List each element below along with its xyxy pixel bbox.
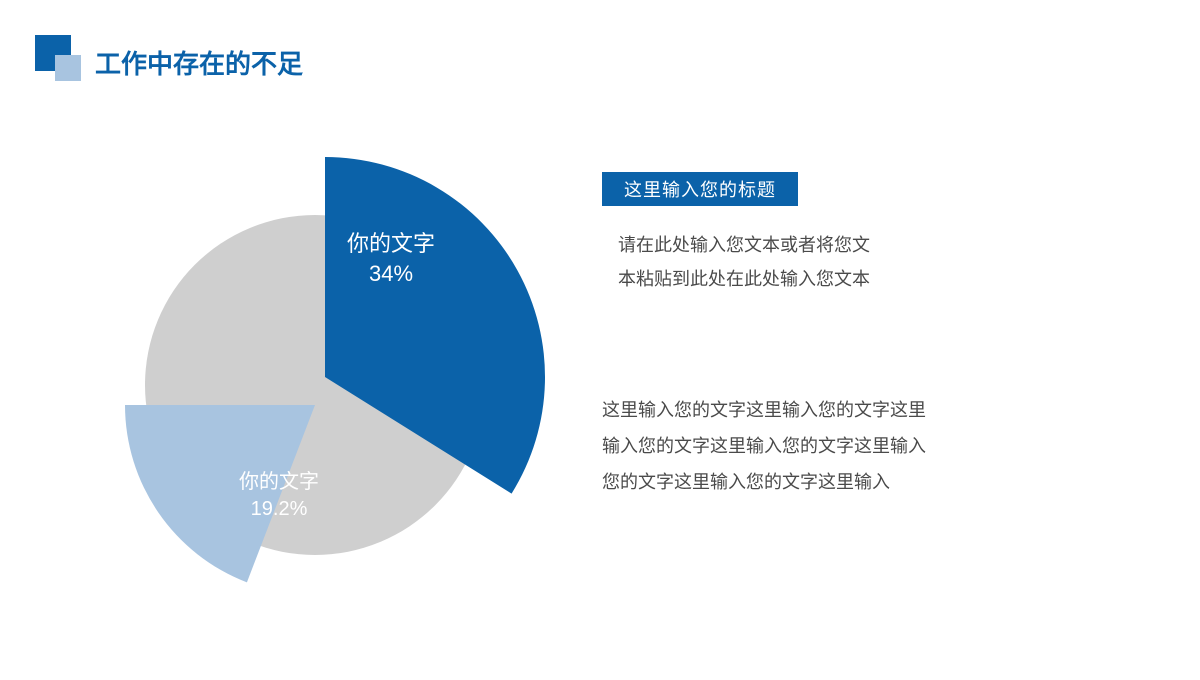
pie-slice-label-1: 你的文字19.2% — [239, 469, 319, 523]
page-title: 工作中存在的不足 — [95, 44, 303, 81]
pie-slice-label-0: 你的文字34% — [347, 229, 435, 288]
section-title: 这里输入您的标题 — [602, 172, 798, 206]
pie-slice-label-percent-0: 34% — [347, 259, 435, 289]
header-square-front-icon — [55, 55, 81, 81]
pie-slice-label-name-1: 你的文字 — [239, 469, 319, 496]
section-paragraph-2: 这里输入您的文字这里输入您的文字这里输入您的文字这里输入您的文字这里输入您的文字… — [602, 392, 932, 500]
pie-chart-svg — [115, 155, 555, 595]
pie-slice-label-name-0: 你的文字 — [347, 229, 435, 259]
section-paragraph-1: 请在此处输入您文本或者将您文本粘贴到此处在此处输入您文本 — [618, 228, 878, 296]
pie-slice-label-percent-1: 19.2% — [239, 496, 319, 523]
pie-chart: 你的文字34%你的文字19.2% — [115, 155, 555, 595]
